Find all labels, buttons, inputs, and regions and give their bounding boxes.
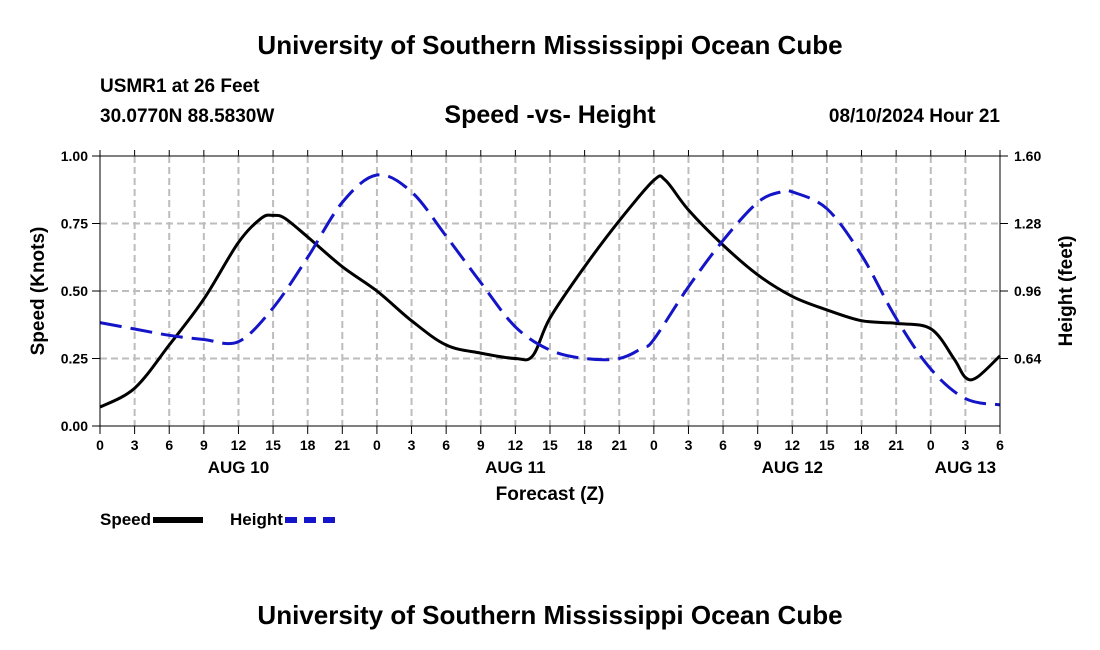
- date-label: AUG 11: [485, 458, 545, 477]
- x-tick-label: 18: [577, 437, 593, 453]
- x-tick-label: 18: [854, 437, 870, 453]
- x-tick-label: 6: [442, 437, 450, 453]
- legend-height-label: Height: [230, 510, 283, 529]
- speed-series-line: [99, 174, 1002, 409]
- x-tick-label: 0: [650, 437, 658, 453]
- x-tick-label: 0: [373, 437, 381, 453]
- x-tick-label: 0: [96, 437, 104, 453]
- y-left-tick-label: 1.00: [61, 148, 88, 164]
- x-tick-label: 12: [785, 437, 801, 453]
- chart-title: Speed -vs- Height: [444, 101, 656, 129]
- x-tick-label: 12: [231, 437, 247, 453]
- x-tick-label: 0: [927, 437, 935, 453]
- legend-speed-swatch: [153, 517, 204, 523]
- x-tick-label: 15: [542, 437, 558, 453]
- top-title: University of Southern Mississippi Ocean…: [257, 30, 843, 60]
- date-label: AUG 10: [208, 458, 269, 477]
- bottom-title: University of Southern Mississippi Ocean…: [257, 600, 843, 630]
- y-right-tick-label: 0.64: [1014, 351, 1041, 367]
- x-tick-label: 3: [961, 437, 969, 453]
- x-tick-label: 6: [719, 437, 727, 453]
- x-tick-label: 3: [685, 437, 693, 453]
- x-tick-label: 3: [408, 437, 416, 453]
- height-series-line: [99, 173, 1001, 407]
- station-name: USMR1 at 26 Feet: [100, 76, 260, 97]
- data-series: [99, 173, 1002, 409]
- date-label: AUG 13: [935, 458, 996, 477]
- x-tick-label: 6: [996, 437, 1004, 453]
- y-right-tick-label: 1.28: [1014, 216, 1041, 232]
- x-tick-label: 15: [819, 437, 835, 453]
- x-tick-label: 3: [131, 437, 139, 453]
- left-axis-label: Speed (Knots): [28, 227, 49, 356]
- x-tick-label: 21: [888, 437, 904, 453]
- y-left-tick-label: 0.75: [61, 216, 88, 232]
- x-tick-label: 21: [611, 437, 627, 453]
- x-tick-label: 9: [477, 437, 485, 453]
- legend-height-swatch: [284, 517, 335, 523]
- legend-speed: Speed: [100, 509, 204, 531]
- y-right-tick-label: 0.96: [1014, 283, 1041, 299]
- right-axis-label: Height (feet): [1056, 236, 1077, 347]
- x-tick-label: 18: [300, 437, 316, 453]
- x-tick-label: 6: [165, 437, 173, 453]
- y-left-tick-label: 0.25: [61, 351, 88, 367]
- x-tick-label: 12: [508, 437, 524, 453]
- x-axis-label: Forecast (Z): [496, 484, 605, 505]
- x-tick-label: 21: [335, 437, 351, 453]
- y-left-tick-label: 0.00: [61, 418, 88, 434]
- x-tick-label: 15: [265, 437, 281, 453]
- station-coordinates: 30.0770N 88.5830W: [100, 106, 275, 127]
- date-label: AUG 12: [762, 458, 823, 477]
- grid-lines: [100, 156, 1000, 426]
- axis-labels: 0 3 6 9 12 15 18 21 0 3 6 9 12 15 18 21 0 3 6 9 12 15 18 21 0 3 6A…: [61, 148, 1042, 477]
- forecast-run-time: 08/10/2024 Hour 21: [828, 106, 1000, 127]
- y-right-tick-label: 1.60: [1014, 148, 1041, 164]
- axis-ticks: [92, 150, 1008, 434]
- legend-speed-label: Speed: [100, 510, 152, 529]
- y-left-tick-label: 0.50: [61, 283, 88, 299]
- x-tick-label: 9: [754, 437, 762, 453]
- legend-height: Height: [230, 509, 335, 531]
- x-tick-label: 9: [200, 437, 208, 453]
